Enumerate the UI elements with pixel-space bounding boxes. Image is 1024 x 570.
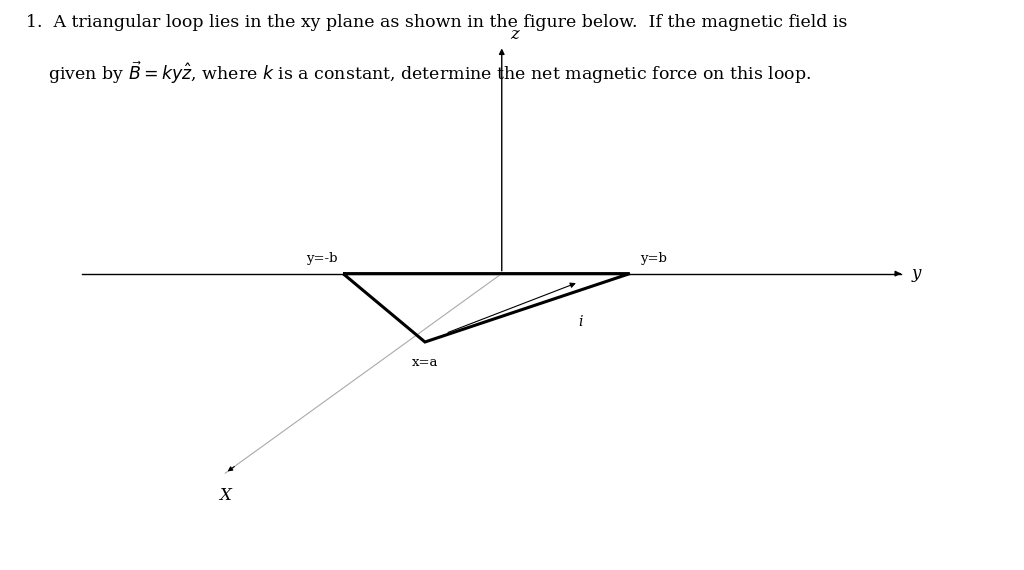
Text: x=a: x=a [412, 356, 438, 369]
Text: y=b: y=b [640, 252, 667, 265]
Text: i: i [579, 315, 583, 329]
Text: y: y [911, 265, 921, 282]
Text: given by $\vec{B} = ky\hat{z}$, where $k$ is a constant, determine the net magne: given by $\vec{B} = ky\hat{z}$, where $k… [26, 60, 811, 87]
Text: z: z [510, 26, 519, 43]
Text: y=-b: y=-b [306, 252, 338, 265]
Text: X: X [219, 487, 231, 504]
Text: 1.  A triangular loop lies in the xy plane as shown in the figure below.  If the: 1. A triangular loop lies in the xy plan… [26, 14, 847, 31]
